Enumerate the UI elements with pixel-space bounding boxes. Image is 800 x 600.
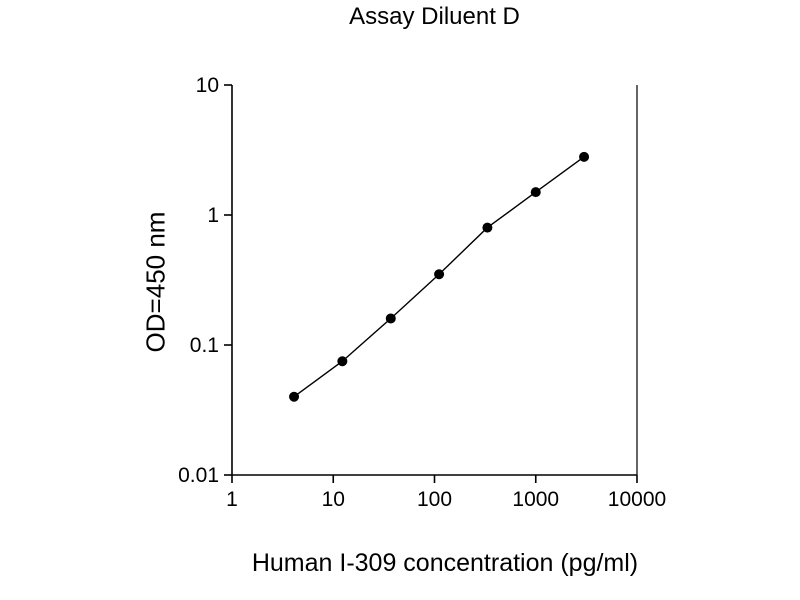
x-tick-label: 1000	[512, 488, 559, 511]
y-tick-label: 0.1	[190, 334, 219, 357]
y-tick-label: 0.01	[178, 464, 219, 487]
data-point	[385, 313, 396, 324]
data-point	[289, 391, 300, 402]
x-tick-label: 10	[322, 488, 345, 511]
y-tick-label: 1	[207, 204, 219, 227]
data-point	[434, 269, 445, 280]
y-tick-label: 10	[196, 74, 219, 97]
x-tick-label: 1	[226, 488, 238, 511]
y-axis-label: OD=450 nm	[140, 211, 171, 353]
data-point	[579, 151, 590, 162]
data-point	[530, 187, 541, 198]
data-point	[482, 222, 493, 233]
x-axis-label: Human I-309 concentration (pg/ml)	[251, 549, 639, 577]
x-tick-label: 100	[417, 488, 452, 511]
chart-title: Assay Diluent D	[349, 3, 520, 30]
x-tick-label: 10000	[608, 488, 666, 511]
data-point	[337, 356, 348, 367]
